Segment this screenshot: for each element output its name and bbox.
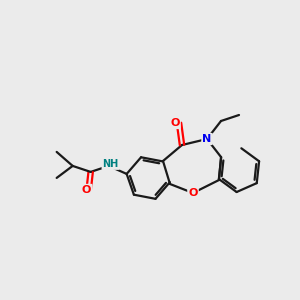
Text: NH: NH <box>103 159 119 169</box>
Text: O: O <box>82 185 92 195</box>
Text: O: O <box>170 118 180 128</box>
Text: O: O <box>188 188 198 198</box>
Text: N: N <box>202 134 211 144</box>
